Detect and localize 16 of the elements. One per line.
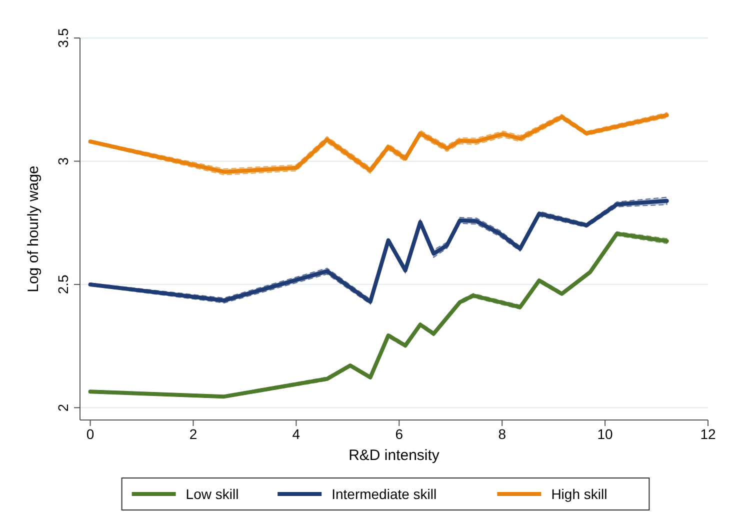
legend-label: High skill (551, 486, 608, 502)
y-tick-label: 2.5 (55, 274, 71, 294)
x-tick-label: 12 (700, 426, 716, 442)
x-tick-label: 4 (292, 426, 300, 442)
x-tick-label: 10 (597, 426, 614, 442)
x-tick-label: 0 (86, 426, 94, 442)
legend-label: Intermediate skill (332, 486, 437, 502)
x-tick-label: 2 (189, 426, 198, 442)
x-tick-label: 6 (395, 426, 404, 442)
y-tick-label: 2 (55, 404, 71, 412)
y-tick-label: 3 (55, 157, 71, 166)
legend-label: Low skill (186, 486, 239, 502)
x-tick-label: 8 (498, 426, 506, 442)
y-axis-title: Log of hourly wage (25, 166, 42, 292)
y-tick-label: 3.5 (55, 28, 71, 48)
x-axis-title: R&D intensity (348, 447, 440, 464)
